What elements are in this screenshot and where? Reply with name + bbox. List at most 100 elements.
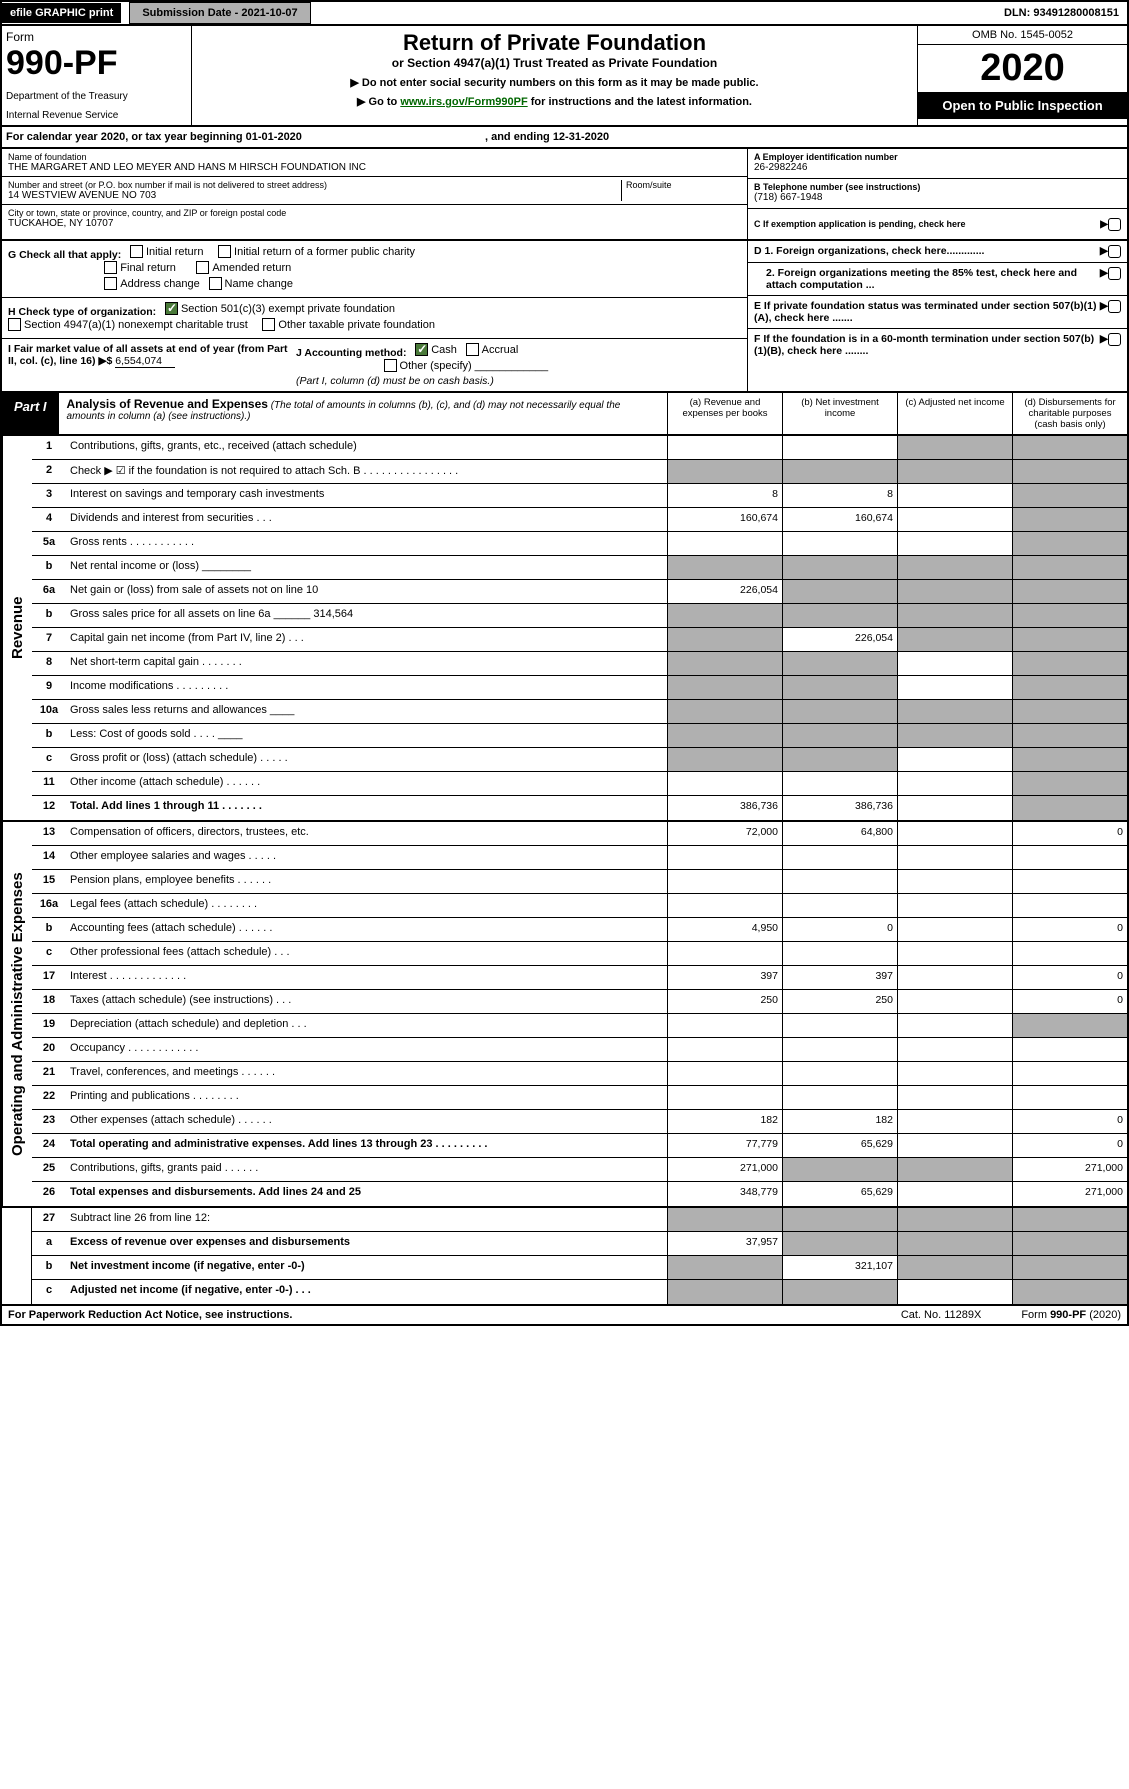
cell-d: [1012, 484, 1127, 507]
cell-c: [897, 1062, 1012, 1085]
cell-d: [1012, 1232, 1127, 1255]
cell-a: [667, 676, 782, 699]
cell-d: 0: [1012, 918, 1127, 941]
table-row: 16aLegal fees (attach schedule) . . . . …: [32, 894, 1127, 918]
cell-d: [1012, 676, 1127, 699]
table-row: 17Interest . . . . . . . . . . . . .3973…: [32, 966, 1127, 990]
chk-cash[interactable]: [415, 343, 428, 356]
footer-form: Form 990-PF (2020): [1021, 1309, 1121, 1321]
c-checkbox[interactable]: [1108, 218, 1121, 231]
row-number: 18: [32, 990, 66, 1013]
cell-d: [1012, 460, 1127, 483]
row-number: 17: [32, 966, 66, 989]
chk-501c3[interactable]: [165, 302, 178, 315]
row-label: Occupancy . . . . . . . . . . . .: [66, 1038, 667, 1061]
cell-c: [897, 1256, 1012, 1279]
irs-link[interactable]: www.irs.gov/Form990PF: [400, 96, 527, 108]
row-number: 5a: [32, 532, 66, 555]
cell-a: [667, 772, 782, 795]
row-label: Contributions, gifts, grants, etc., rece…: [66, 436, 667, 459]
form-word: Form: [6, 30, 187, 44]
cell-b: [782, 556, 897, 579]
omb-number: OMB No. 1545-0052: [918, 26, 1127, 45]
cell-b: 160,674: [782, 508, 897, 531]
cell-c: [897, 1208, 1012, 1231]
form-subtitle: or Section 4947(a)(1) Trust Treated as P…: [196, 56, 913, 70]
cell-a: [667, 604, 782, 627]
table-row: 6aNet gain or (loss) from sale of assets…: [32, 580, 1127, 604]
cell-c: [897, 676, 1012, 699]
table-row: 8Net short-term capital gain . . . . . .…: [32, 652, 1127, 676]
chk-d1[interactable]: [1108, 245, 1121, 258]
dln: DLN: 93491280008151: [996, 3, 1127, 23]
efile-label: efile GRAPHIC print: [2, 3, 121, 23]
cell-d: [1012, 604, 1127, 627]
header-mid: Return of Private Foundation or Section …: [192, 26, 917, 125]
footer: For Paperwork Reduction Act Notice, see …: [0, 1306, 1129, 1326]
row-label: Gross profit or (loss) (attach schedule)…: [66, 748, 667, 771]
cell-d: [1012, 796, 1127, 820]
cell-d: [1012, 532, 1127, 555]
row-label: Travel, conferences, and meetings . . . …: [66, 1062, 667, 1085]
cell-d: 271,000: [1012, 1158, 1127, 1181]
chk-other-tax[interactable]: [262, 318, 275, 331]
table-row: 25Contributions, gifts, grants paid . . …: [32, 1158, 1127, 1182]
chk-name-change[interactable]: [209, 277, 222, 290]
part1-header: Part I Analysis of Revenue and Expenses …: [0, 393, 1129, 436]
cell-b: 386,736: [782, 796, 897, 820]
row-label: Other professional fees (attach schedule…: [66, 942, 667, 965]
row-label: Gross rents . . . . . . . . . . .: [66, 532, 667, 555]
cell-a: [667, 724, 782, 747]
cell-b: 397: [782, 966, 897, 989]
cell-b: [782, 724, 897, 747]
chk-other-method[interactable]: [384, 359, 397, 372]
chk-initial-former[interactable]: [218, 245, 231, 258]
table-row: 18Taxes (attach schedule) (see instructi…: [32, 990, 1127, 1014]
chk-final[interactable]: [104, 261, 117, 274]
chk-4947[interactable]: [8, 318, 21, 331]
row-number: 20: [32, 1038, 66, 1061]
cell-d: [1012, 1280, 1127, 1304]
table-row: 23Other expenses (attach schedule) . . .…: [32, 1110, 1127, 1134]
cell-a: [667, 942, 782, 965]
cell-c: [897, 846, 1012, 869]
cell-d: [1012, 1038, 1127, 1061]
cell-b: [782, 652, 897, 675]
chk-amended[interactable]: [196, 261, 209, 274]
chk-f[interactable]: [1108, 333, 1121, 346]
chk-addr-change[interactable]: [104, 277, 117, 290]
cell-c: [897, 724, 1012, 747]
cell-b: [782, 580, 897, 603]
table-row: bGross sales price for all assets on lin…: [32, 604, 1127, 628]
cell-d: [1012, 894, 1127, 917]
row-number: 24: [32, 1134, 66, 1157]
cell-d: [1012, 700, 1127, 723]
row-number: 19: [32, 1014, 66, 1037]
cell-d: [1012, 1086, 1127, 1109]
row-label: Income modifications . . . . . . . . .: [66, 676, 667, 699]
cell-c: [897, 870, 1012, 893]
cell-d: [1012, 652, 1127, 675]
cell-d: [1012, 436, 1127, 459]
chk-d2[interactable]: [1108, 267, 1121, 280]
cell-a: [667, 532, 782, 555]
chk-initial[interactable]: [130, 245, 143, 258]
cell-b: 65,629: [782, 1134, 897, 1157]
chk-accrual[interactable]: [466, 343, 479, 356]
cell-b: [782, 604, 897, 627]
cell-c: [897, 652, 1012, 675]
cell-b: [782, 748, 897, 771]
chk-e[interactable]: [1108, 300, 1121, 313]
table-row: 3Interest on savings and temporary cash …: [32, 484, 1127, 508]
cell-d: [1012, 508, 1127, 531]
row-number: b: [32, 604, 66, 627]
row-number: 16a: [32, 894, 66, 917]
h-row: H Check type of organization: Section 50…: [2, 298, 747, 339]
cell-c: [897, 628, 1012, 651]
cell-a: 397: [667, 966, 782, 989]
row-label: Capital gain net income (from Part IV, l…: [66, 628, 667, 651]
d2-cell: 2. Foreign organizations meeting the 85%…: [748, 263, 1127, 296]
cell-b: 8: [782, 484, 897, 507]
cell-a: [667, 436, 782, 459]
cell-b: 65,629: [782, 1182, 897, 1206]
